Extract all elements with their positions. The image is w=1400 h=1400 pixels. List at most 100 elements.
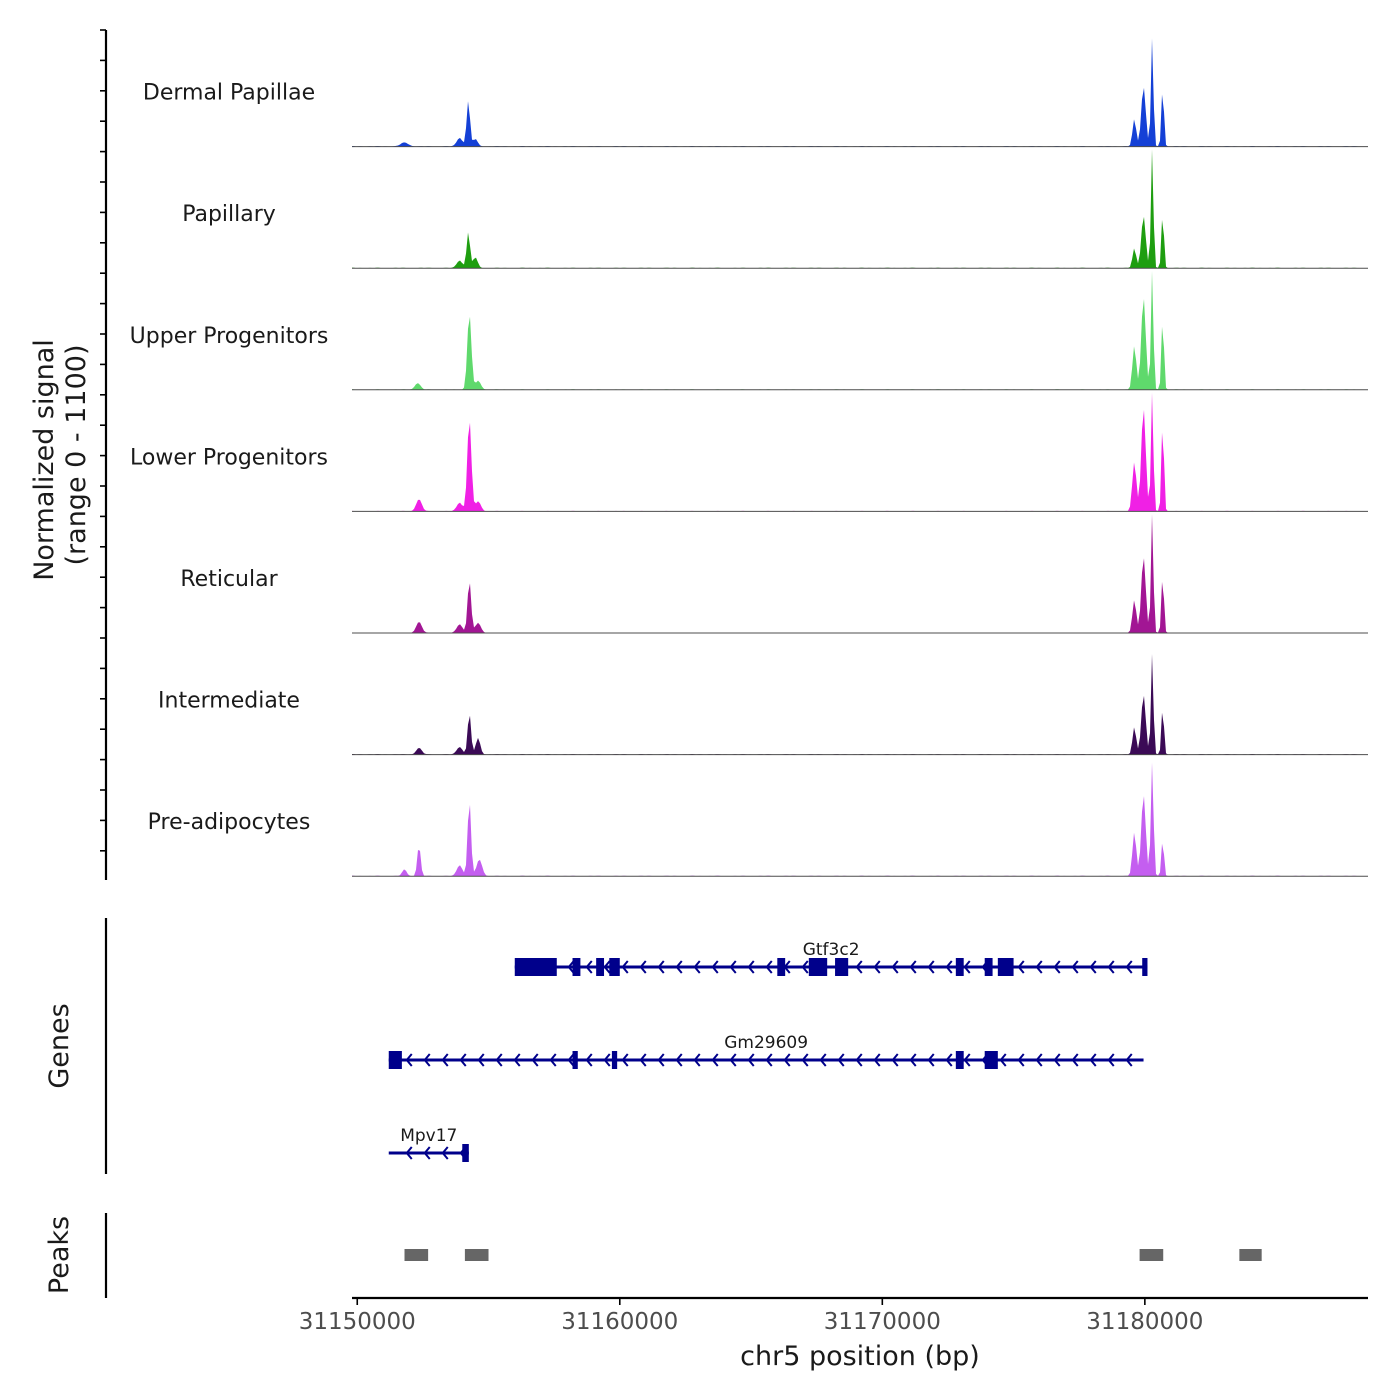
strand-arrow bbox=[441, 1053, 449, 1067]
coverage-area bbox=[352, 149, 1368, 269]
exon bbox=[1142, 958, 1148, 976]
track-reticular: Reticular bbox=[180, 514, 1368, 634]
track-lower-progenitors: Lower Progenitors bbox=[130, 392, 1368, 512]
strand-arrow bbox=[1035, 960, 1043, 974]
gene-gtf3c2: Gtf3c2 bbox=[514, 940, 1148, 976]
exon bbox=[611, 1051, 618, 1069]
strand-arrow bbox=[963, 1053, 971, 1067]
strand-arrow bbox=[1125, 1053, 1133, 1067]
strand-arrow bbox=[639, 1053, 647, 1067]
strand-arrow bbox=[783, 1053, 791, 1067]
strand-arrow bbox=[459, 1053, 467, 1067]
strand-arrow bbox=[765, 1053, 773, 1067]
x-tick-label: 31150000 bbox=[299, 1309, 416, 1335]
strand-arrow bbox=[1107, 1053, 1115, 1067]
x-tick-label: 31160000 bbox=[561, 1309, 678, 1335]
exon bbox=[835, 958, 849, 976]
strand-arrow bbox=[675, 1053, 683, 1067]
strand-arrow bbox=[423, 1146, 431, 1160]
strand-arrow bbox=[873, 1053, 881, 1067]
strand-arrow bbox=[1071, 1053, 1079, 1067]
strand-arrow bbox=[801, 960, 809, 974]
strand-arrow bbox=[1035, 1053, 1043, 1067]
x-axis-title: chr5 position (bp) bbox=[740, 1341, 980, 1372]
exon bbox=[572, 958, 581, 976]
x-tick-label: 31170000 bbox=[824, 1309, 941, 1335]
strand-arrow bbox=[531, 1053, 539, 1067]
strand-arrow bbox=[747, 960, 755, 974]
strand-arrow bbox=[495, 1053, 503, 1067]
strand-arrow bbox=[567, 1053, 575, 1067]
y-axis-title: Normalized signal bbox=[29, 339, 60, 581]
track-pre-adipocytes: Pre-adipocytes bbox=[148, 762, 1368, 877]
strand-arrow bbox=[621, 1053, 629, 1067]
track-intermediate: Intermediate bbox=[158, 653, 1368, 756]
strand-arrow bbox=[639, 960, 647, 974]
x-tick-label: 31180000 bbox=[1086, 1309, 1203, 1335]
strand-arrow bbox=[549, 1053, 557, 1067]
strand-arrow bbox=[1107, 960, 1115, 974]
strand-arrow bbox=[837, 1053, 845, 1067]
gene-label: Gm29609 bbox=[724, 1033, 808, 1053]
strand-arrow bbox=[675, 960, 683, 974]
strand-arrow bbox=[405, 1146, 413, 1160]
coverage-area bbox=[352, 514, 1368, 633]
strand-arrow bbox=[693, 960, 701, 974]
exon bbox=[596, 958, 605, 976]
strand-arrow bbox=[441, 1146, 449, 1160]
exon bbox=[462, 1144, 469, 1162]
coverage-area bbox=[352, 653, 1368, 755]
track-label: Intermediate bbox=[158, 689, 300, 714]
track-label: Dermal Papillae bbox=[143, 81, 315, 106]
strand-arrow bbox=[1089, 1053, 1097, 1067]
strand-arrow bbox=[819, 1053, 827, 1067]
strand-arrow bbox=[513, 1053, 521, 1067]
strand-arrow bbox=[603, 960, 611, 974]
strand-arrow bbox=[873, 960, 881, 974]
gene-label: Gtf3c2 bbox=[803, 940, 860, 960]
exon bbox=[984, 958, 993, 976]
exon bbox=[777, 958, 786, 976]
strand-arrow bbox=[963, 960, 971, 974]
strand-arrow bbox=[891, 960, 899, 974]
exon bbox=[388, 1051, 402, 1069]
strand-arrow bbox=[909, 1053, 917, 1067]
track-label: Upper Progenitors bbox=[130, 324, 329, 349]
strand-arrow bbox=[423, 1053, 431, 1067]
strand-arrow bbox=[999, 1053, 1007, 1067]
strand-arrow bbox=[747, 1053, 755, 1067]
peak-region bbox=[1139, 1249, 1164, 1261]
strand-arrow bbox=[927, 1053, 935, 1067]
exon bbox=[808, 958, 828, 976]
peak-track bbox=[104, 1213, 1262, 1298]
coverage-area bbox=[352, 392, 1368, 512]
strand-arrow bbox=[855, 960, 863, 974]
exon bbox=[955, 1051, 964, 1069]
strand-arrow bbox=[729, 960, 737, 974]
strand-arrow bbox=[945, 1053, 953, 1067]
strand-arrow bbox=[855, 1053, 863, 1067]
strand-arrow bbox=[945, 960, 953, 974]
genes-axis-title: Genes bbox=[44, 1003, 75, 1088]
track-upper-progenitors: Upper Progenitors bbox=[130, 270, 1368, 391]
coverage-area bbox=[352, 762, 1368, 877]
strand-arrow bbox=[405, 1053, 413, 1067]
exon bbox=[984, 1051, 998, 1069]
coverage-area bbox=[352, 38, 1368, 147]
peak-region bbox=[1239, 1249, 1262, 1261]
track-label: Reticular bbox=[180, 567, 278, 592]
strand-arrow bbox=[477, 1053, 485, 1067]
strand-arrow bbox=[567, 960, 575, 974]
track-label: Papillary bbox=[182, 202, 276, 227]
gene-track: Gtf3c2 Gm29609 Mpv17 bbox=[104, 918, 1148, 1174]
strand-arrow bbox=[657, 960, 665, 974]
strand-arrow bbox=[1017, 960, 1025, 974]
strand-arrow bbox=[1053, 960, 1061, 974]
track-label: Lower Progenitors bbox=[130, 445, 328, 470]
x-axis: 31150000 31160000 31170000 31180000 bbox=[299, 1296, 1368, 1335]
peaks-axis-title: Peaks bbox=[44, 1216, 75, 1294]
strand-arrow bbox=[585, 960, 593, 974]
exon bbox=[609, 958, 620, 976]
peak-region bbox=[464, 1249, 489, 1261]
